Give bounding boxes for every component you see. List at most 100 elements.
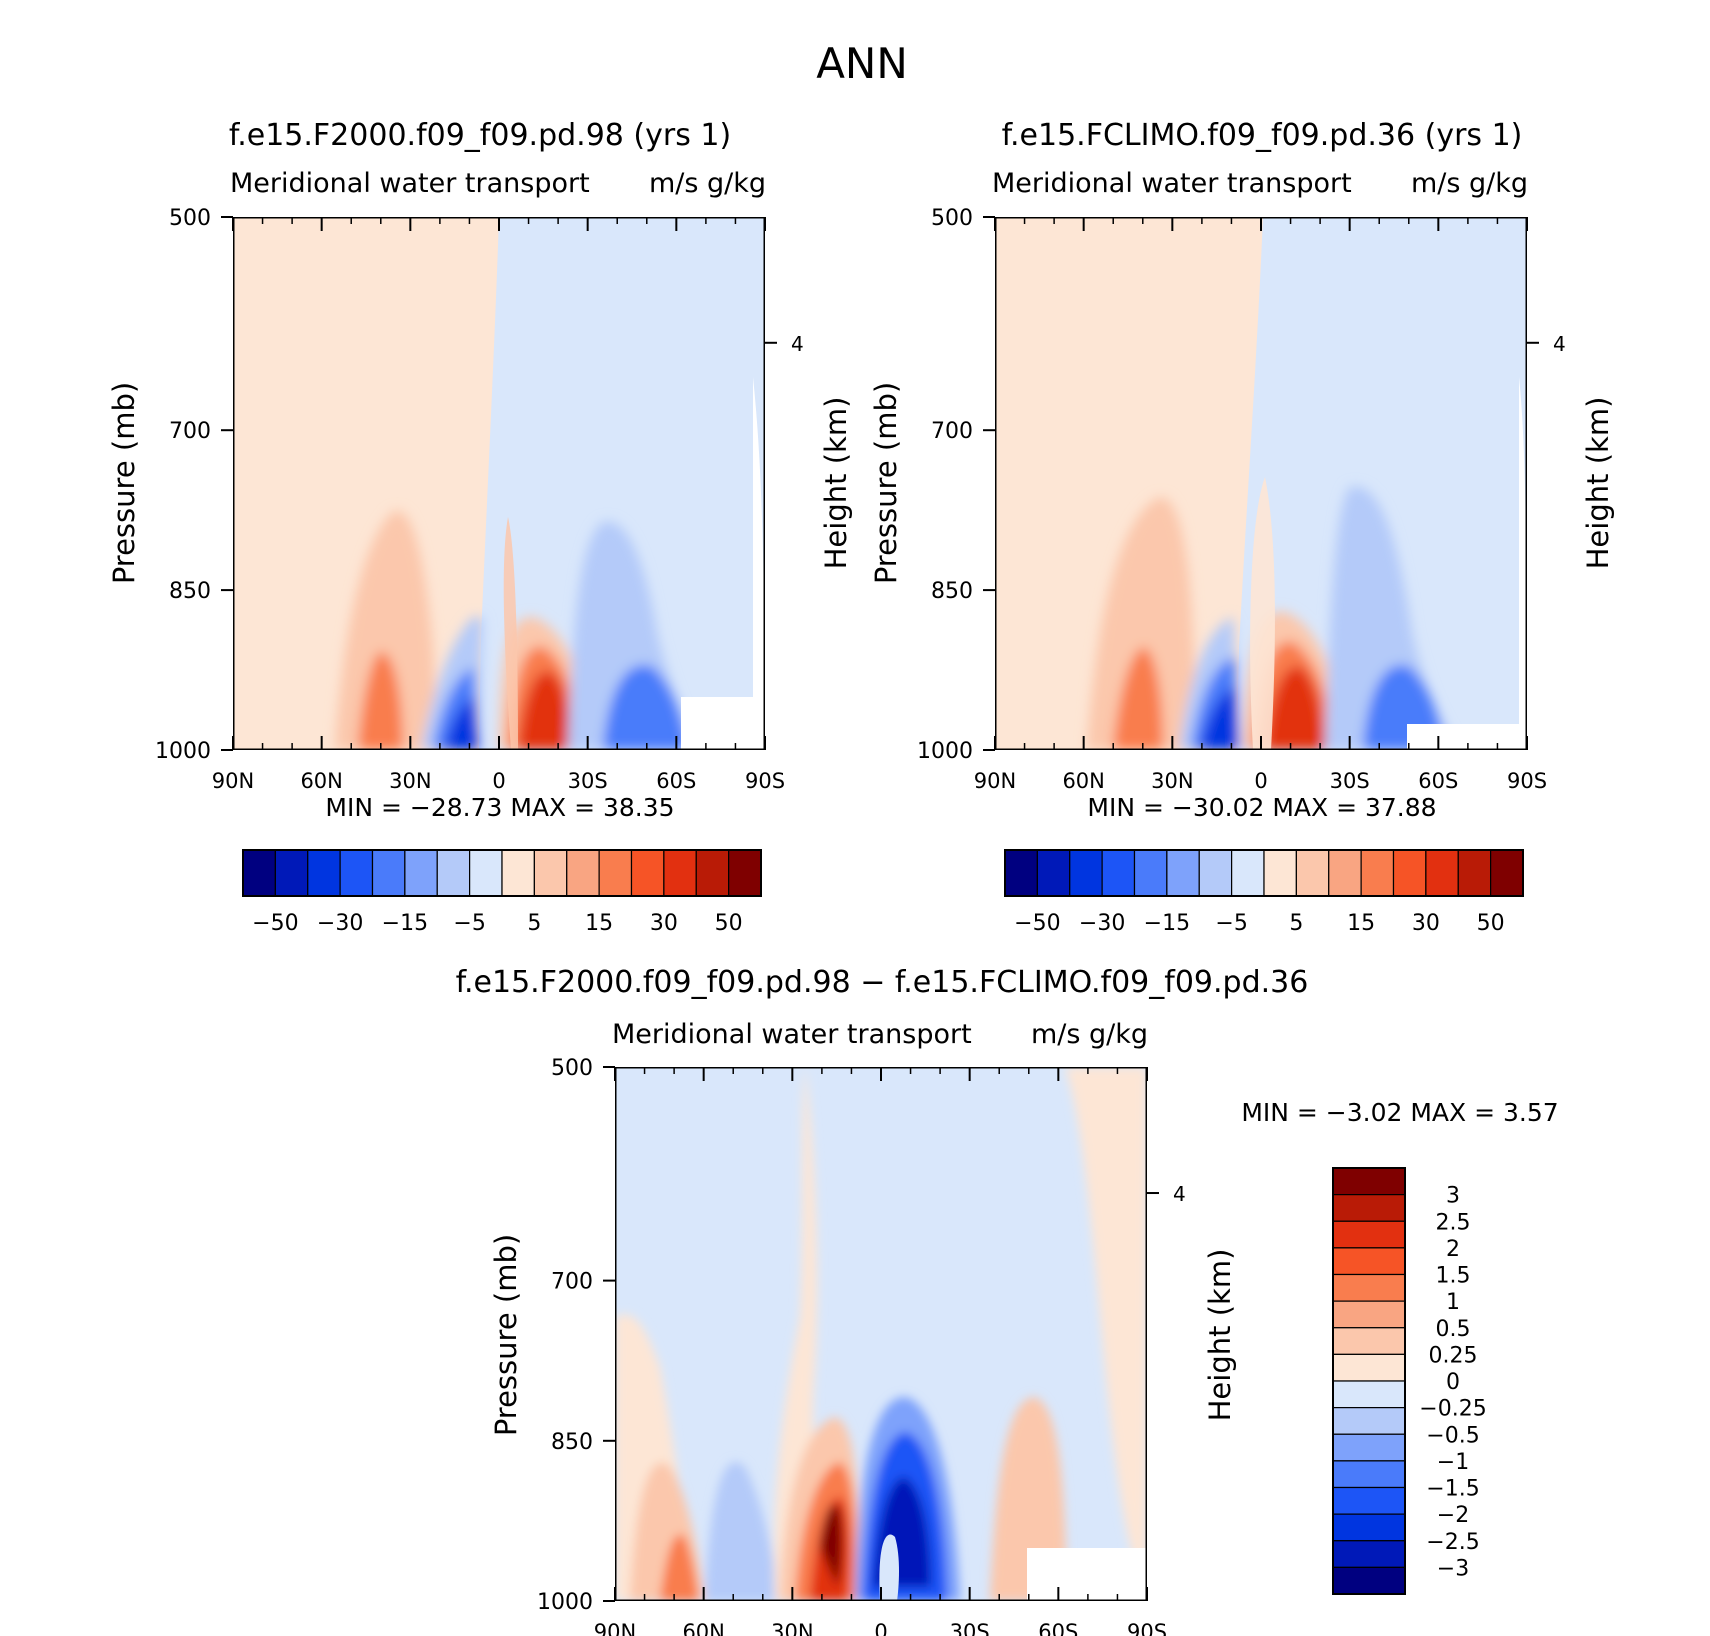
colorbar-swatch xyxy=(1457,849,1492,897)
colorbar-label: −1 xyxy=(1437,1450,1469,1475)
colorbar-label: 30 xyxy=(1412,911,1440,936)
contour-lobe-5 xyxy=(335,510,435,750)
x-ticks: 90N 60N 30N 0 30S 60S 90S xyxy=(212,217,785,793)
colorbar-label: −15 xyxy=(382,911,428,936)
colorbar-label: −1.5 xyxy=(1426,1477,1479,1502)
colorbar-label: −30 xyxy=(1079,911,1125,936)
y-right-tick-label: 4 xyxy=(1553,332,1566,356)
x-tick-label: 60S xyxy=(1418,769,1458,793)
colorbar-swatch xyxy=(1332,1566,1406,1595)
x-tick-label: 60S xyxy=(1038,1620,1078,1636)
colorbar-swatch xyxy=(1332,1353,1406,1382)
panel-subtitle-right: m/s g/kg xyxy=(649,168,766,199)
y-tick-label: 700 xyxy=(169,419,211,444)
contour-pos-southpole xyxy=(1065,1067,1147,1601)
y-tick-label: 700 xyxy=(551,1270,593,1295)
y-axis-label: Pressure (mb) xyxy=(107,382,141,584)
colorbar-swatch xyxy=(1332,1327,1406,1355)
x-tick-label: 30S xyxy=(950,1620,990,1636)
colorbar-label: 15 xyxy=(585,911,613,936)
x-tick-label: 60N xyxy=(1062,769,1104,793)
contour-south-neg-shell xyxy=(1325,486,1460,750)
y-right-tick-label: 4 xyxy=(791,332,804,356)
colorbar-swatch xyxy=(1392,849,1427,897)
x-tick-label: 90N xyxy=(212,769,254,793)
colorbar-label: 5 xyxy=(1289,911,1303,936)
colorbar-label: 0.25 xyxy=(1429,1343,1478,1368)
min-max-stats: MIN = −28.73 MAX = 38.35 xyxy=(325,793,674,822)
x-tick-label: 0 xyxy=(492,769,505,793)
colorbar-swatch xyxy=(1332,1433,1406,1462)
colorbar: 32.521.510.50.250−0.25−0.5−1−1.5−2−2.5−3 xyxy=(1332,1167,1487,1595)
colorbar-label: −2 xyxy=(1437,1503,1469,1528)
colorbar-swatch xyxy=(1360,849,1395,897)
colorbar-label: 15 xyxy=(1347,911,1375,936)
colorbar-frame xyxy=(1004,849,1524,897)
y-tick-label: 1000 xyxy=(917,739,973,764)
contour-plot-area xyxy=(995,217,1527,750)
y-tick-label: 1000 xyxy=(155,739,211,764)
y-tick-label: 700 xyxy=(931,419,973,444)
colorbar-label: −50 xyxy=(1014,911,1060,936)
x-tick-label: 30N xyxy=(389,769,431,793)
min-max-stats: MIN = −3.02 MAX = 3.57 xyxy=(1241,1098,1558,1127)
topography-mask-edge xyxy=(1519,377,1527,750)
colorbar-swatch xyxy=(1263,849,1297,897)
colorbar-swatch xyxy=(533,849,568,897)
y-tick-label: 850 xyxy=(551,1430,593,1455)
panel-title: f.e15.F2000.f09_f09.pd.98 (yrs 1) xyxy=(229,118,731,153)
contour-pos-core xyxy=(1265,666,1325,750)
contour-south-neg-core xyxy=(603,665,688,750)
colorbar-label: −5 xyxy=(453,911,485,936)
x-tick-label: 0 xyxy=(1254,769,1267,793)
x-tick-label: 90S xyxy=(1127,1620,1167,1636)
colorbar-swatch xyxy=(1328,849,1362,897)
y-axis-label-right: Height (km) xyxy=(1581,397,1615,570)
colorbar-swatch xyxy=(598,849,633,897)
x-tick-label: 30S xyxy=(568,769,608,793)
colorbar-label: 2 xyxy=(1446,1237,1460,1262)
colorbar-label: 50 xyxy=(1477,911,1505,936)
colorbar-label: 2.5 xyxy=(1436,1210,1471,1235)
colorbar-swatch xyxy=(339,849,374,897)
contour-lobe-15 xyxy=(358,651,403,750)
colorbar-label: −50 xyxy=(252,911,298,936)
colorbar-swatch xyxy=(1133,849,1168,897)
panel-subtitle-left: Meridional water transport xyxy=(612,1019,972,1050)
contour-equatorial-tongue xyxy=(1250,477,1275,750)
contour-pos-core xyxy=(518,671,573,750)
colorbar-label: −15 xyxy=(1144,911,1190,936)
contour-pos-west-core xyxy=(660,1534,699,1601)
colorbar-swatch xyxy=(307,849,341,897)
chart-panel-difference: f.e15.F2000.f09_f09.pd.98 − f.e15.FCLIMO… xyxy=(456,965,1559,1636)
colorbar-swatch xyxy=(469,849,503,897)
colorbar-swatch xyxy=(1332,1460,1406,1489)
contour-equatorial-tongue xyxy=(503,517,518,750)
topography-mask xyxy=(1027,1548,1147,1601)
topography-mask-edge xyxy=(753,377,765,750)
colorbar-label: −3 xyxy=(1437,1556,1469,1581)
colorbar-label: 0 xyxy=(1446,1370,1460,1395)
colorbar-label: −0.25 xyxy=(1419,1397,1486,1422)
colorbar-label: −2.5 xyxy=(1426,1530,1479,1555)
colorbar-swatch xyxy=(1332,1407,1406,1435)
colorbar-swatch xyxy=(566,849,600,897)
x-tick-label: 0 xyxy=(874,1620,887,1636)
colorbar-swatch xyxy=(1332,1167,1406,1196)
y-axis-label-right: Height (km) xyxy=(819,397,853,570)
x-tick-label: 90S xyxy=(745,769,785,793)
colorbar-swatch xyxy=(1332,1273,1406,1302)
x-tick-label: 60N xyxy=(682,1620,724,1636)
colorbar-swatch xyxy=(1295,849,1330,897)
chart-panel-top-right: f.e15.FCLIMO.f09_f09.pd.36 (yrs 1) Merid… xyxy=(869,118,1615,936)
colorbar-swatch xyxy=(728,849,762,897)
colorbar-swatch xyxy=(1101,849,1136,897)
panel-subtitle-left: Meridional water transport xyxy=(992,168,1352,199)
colorbar-label: −0.5 xyxy=(1426,1423,1479,1448)
contour-neg-core xyxy=(1201,687,1239,750)
colorbar-swatch xyxy=(663,849,697,897)
colorbar-label: 1 xyxy=(1446,1290,1460,1315)
colorbar-label: 5 xyxy=(527,911,541,936)
min-max-stats: MIN = −30.02 MAX = 37.88 xyxy=(1087,793,1436,822)
colorbar-label: 30 xyxy=(650,911,678,936)
